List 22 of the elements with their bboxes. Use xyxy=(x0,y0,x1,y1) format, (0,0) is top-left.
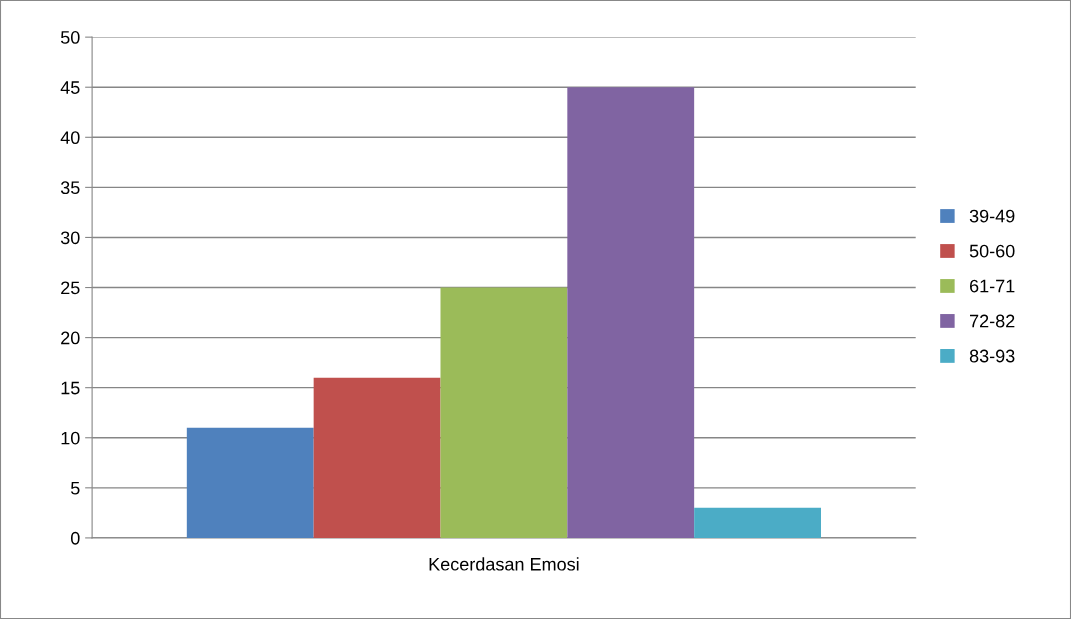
legend-label: 72-82 xyxy=(970,314,1015,328)
y-tick-label: 30 xyxy=(60,231,80,245)
y-tick-label: 15 xyxy=(61,381,80,395)
y-tick-label: 45 xyxy=(60,81,80,94)
y-tick-label: 10 xyxy=(61,431,80,445)
y-tick-label: 20 xyxy=(61,331,80,345)
y-tick-label: 25 xyxy=(61,281,80,295)
bar xyxy=(694,507,821,538)
bar xyxy=(313,377,441,538)
x-tick-label: Kecerdasan Emosi xyxy=(429,557,579,571)
legend-label: 83-93 xyxy=(969,349,1015,363)
y-tick-label: 40 xyxy=(60,131,80,145)
bar xyxy=(440,287,568,538)
y-tick-label: 0 xyxy=(70,531,80,545)
y-tick-label: 50 xyxy=(60,31,80,44)
bar xyxy=(186,427,314,538)
legend-label: 61-71 xyxy=(970,279,1015,293)
y-tick-label: 35 xyxy=(60,181,80,195)
y-tick-label: 5 xyxy=(70,481,80,495)
bar xyxy=(567,87,695,538)
legend-label: 50-60 xyxy=(969,244,1015,258)
legend-label: 39-49 xyxy=(969,209,1015,223)
